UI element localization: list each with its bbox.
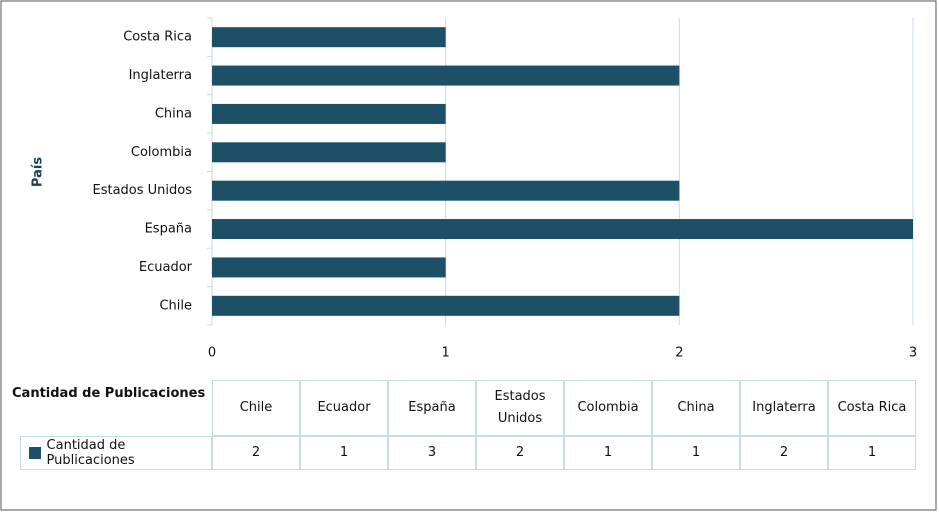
y-tick-label: Inglaterra: [129, 68, 192, 83]
y-tick-label: Estados Unidos: [92, 183, 192, 198]
bar: [212, 27, 446, 48]
table-header-cell: Inglaterra: [740, 380, 828, 436]
x-tick-label: 3: [909, 346, 917, 361]
bar: [212, 257, 446, 278]
table-header-cell: Ecuador: [300, 380, 388, 436]
table-header-cell: España: [388, 380, 476, 436]
bar: [212, 219, 913, 240]
legend-key: [29, 447, 41, 459]
table-header-cell: Colombia: [564, 380, 652, 436]
y-tick-label: Chile: [159, 298, 192, 313]
table-title: Cantidad de Publicaciones: [12, 386, 206, 401]
x-tick-label: 1: [442, 346, 450, 361]
table-value-cell: 3: [388, 436, 476, 470]
bar: [212, 295, 680, 316]
table-value-cell: 1: [300, 436, 388, 470]
bar: [212, 65, 680, 86]
table-header-cell: Costa Rica: [828, 380, 916, 436]
table-value-cell: 2: [212, 436, 300, 470]
table-value-cell: 2: [476, 436, 564, 470]
table-value-cell: 1: [828, 436, 916, 470]
y-tick-label: Costa Rica: [123, 30, 192, 45]
table-value-cell: 1: [652, 436, 740, 470]
y-tick-label: Colombia: [131, 145, 192, 160]
bar: [212, 103, 446, 124]
y-tick-label: España: [145, 222, 192, 237]
table-value-cell: 1: [564, 436, 652, 470]
bar: [212, 142, 446, 163]
table-header-cell: Estados Unidos: [476, 380, 564, 436]
bar: [212, 180, 680, 201]
table-header-cell: Chile: [212, 380, 300, 436]
table-value-cell: 2: [740, 436, 828, 470]
y-axis-title: País: [31, 157, 46, 187]
y-tick-label: China: [155, 106, 192, 121]
y-tick-label: Ecuador: [139, 260, 193, 275]
table-legend-cell: Cantidad de Publicaciones: [20, 436, 212, 470]
table-header-cell: China: [652, 380, 740, 436]
x-tick-label: 2: [675, 346, 683, 361]
x-tick-label: 0: [208, 346, 216, 361]
legend-label: Cantidad de Publicaciones: [46, 438, 135, 468]
